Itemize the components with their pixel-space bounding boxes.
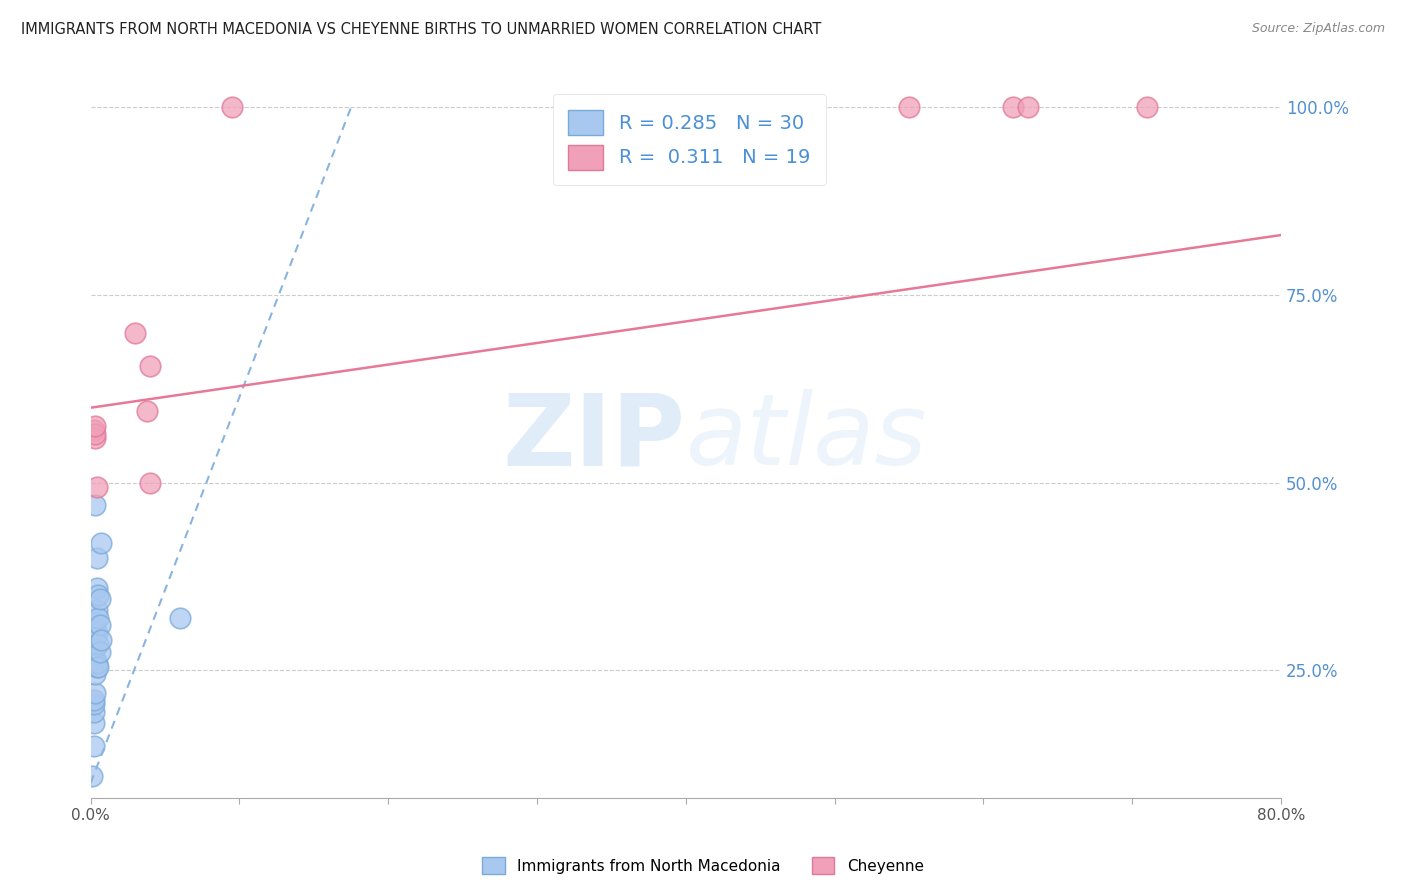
Point	[82, 768, 104, 782]
Point	[84, 419, 107, 434]
Point	[87, 588, 110, 602]
Text: ZIP: ZIP	[503, 389, 686, 486]
Point	[89, 645, 111, 659]
Point	[793, 100, 815, 114]
Point	[84, 686, 107, 700]
Point	[87, 659, 110, 673]
Point	[86, 550, 108, 565]
Point	[86, 581, 108, 595]
Point	[86, 659, 108, 673]
Point	[83, 697, 105, 711]
Point	[83, 705, 105, 719]
Point	[84, 615, 107, 629]
Point	[86, 603, 108, 617]
Point	[897, 100, 920, 114]
Point	[89, 592, 111, 607]
Point	[1002, 100, 1025, 114]
Point	[1136, 100, 1159, 114]
Point	[83, 693, 105, 707]
Point	[124, 326, 146, 340]
Text: Source: ZipAtlas.com: Source: ZipAtlas.com	[1251, 22, 1385, 36]
Point	[169, 611, 191, 625]
Point	[87, 637, 110, 651]
Point	[139, 359, 162, 374]
Point	[84, 427, 107, 442]
Point	[84, 630, 107, 644]
Text: IMMIGRANTS FROM NORTH MACEDONIA VS CHEYENNE BIRTHS TO UNMARRIED WOMEN CORRELATIO: IMMIGRANTS FROM NORTH MACEDONIA VS CHEYE…	[21, 22, 821, 37]
Point	[139, 475, 162, 490]
Point	[84, 640, 107, 655]
Point	[87, 611, 110, 625]
Point	[90, 536, 112, 550]
Point	[86, 656, 108, 670]
Point	[84, 652, 107, 666]
Point	[83, 423, 105, 437]
Legend: R = 0.285   N = 30, R =  0.311   N = 19: R = 0.285 N = 30, R = 0.311 N = 19	[553, 95, 825, 186]
Point	[221, 100, 243, 114]
Point	[1017, 100, 1039, 114]
Point	[600, 100, 623, 114]
Point	[136, 404, 159, 418]
Text: atlas: atlas	[686, 389, 928, 486]
Point	[83, 739, 105, 753]
Point	[84, 667, 107, 681]
Point	[84, 431, 107, 445]
Legend: Immigrants from North Macedonia, Cheyenne: Immigrants from North Macedonia, Cheyenn…	[477, 851, 929, 880]
Point	[89, 618, 111, 632]
Point	[86, 479, 108, 493]
Point	[90, 633, 112, 648]
Point	[86, 626, 108, 640]
Point	[83, 716, 105, 731]
Point	[84, 498, 107, 512]
Point	[84, 622, 107, 636]
